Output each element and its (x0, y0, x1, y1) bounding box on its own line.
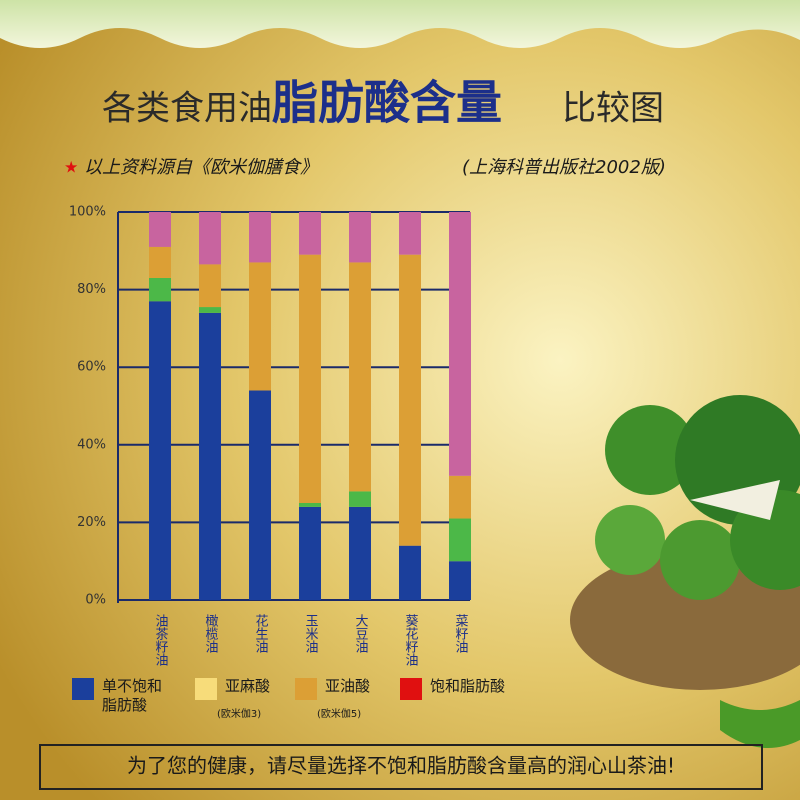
legend-label: 亚麻酸 (225, 677, 271, 695)
bar-segment (299, 506, 321, 600)
star-icon: ★ (64, 158, 78, 177)
footer-box (39, 744, 763, 790)
title-emphasis: 脂肪酸含量 (272, 76, 502, 130)
source: 以上资料源自《欧米伽膳食》 (84, 157, 318, 178)
bar-segment (249, 212, 271, 263)
legend-swatch (72, 678, 94, 700)
bar-segment (199, 307, 221, 313)
bar-segment (449, 475, 471, 519)
x-tick-label: 油茶籽油 (153, 614, 169, 666)
y-tick-label: 40% (77, 437, 106, 452)
x-tick-label: 菜籽油 (453, 614, 469, 653)
bar-segment (449, 518, 471, 562)
legend-label: 单不饱和脂肪酸 (102, 677, 163, 714)
y-tick-label: 0% (85, 593, 106, 608)
legend-label: 亚油酸 (325, 677, 371, 695)
bar-segment (149, 212, 171, 247)
y-tick-label: 100% (69, 205, 106, 220)
bar-segment (299, 212, 321, 255)
x-tick-label: 大豆油 (353, 614, 369, 653)
bar-segment (199, 212, 221, 265)
wave-band (0, 0, 800, 48)
bar-segment (199, 264, 221, 308)
y-tick-label: 20% (77, 515, 106, 530)
legend-swatch (400, 678, 422, 700)
legend-note: (欧米伽5) (317, 709, 362, 720)
bar-segment (399, 212, 421, 255)
title-prefix: 各类食用油 (102, 89, 272, 129)
bar-segment (299, 503, 321, 507)
bar-segment (199, 312, 221, 600)
bar-segment (449, 212, 471, 476)
bar-segment (349, 491, 371, 507)
legend-swatch (195, 678, 217, 700)
bar-segment (449, 561, 471, 600)
x-tick-label: 花生油 (253, 613, 269, 653)
title-suffix: 比较图 (562, 89, 664, 129)
x-tick-label: 葵花籽油 (403, 614, 419, 666)
y-tick-label: 80% (77, 282, 106, 297)
bar-segment (349, 262, 371, 492)
legend-swatch (295, 678, 317, 700)
legend-label: 饱和脂肪酸 (430, 677, 506, 695)
bar-segment (399, 545, 421, 600)
bar-segment (149, 301, 171, 600)
publisher: (上海科普出版社2002版) (462, 157, 666, 178)
bar-segment (399, 254, 421, 546)
legend-note: (欧米伽3) (217, 709, 262, 720)
footer: 为了您的健康，请尽量选择不饱和脂肪酸含量高的润心山茶油! (127, 754, 675, 778)
bar-segment (349, 506, 371, 600)
vegetables (570, 395, 800, 748)
bar-segment (249, 390, 271, 600)
bar-segment (349, 212, 371, 263)
x-tick-label: 玉米油 (303, 614, 319, 653)
y-tick-label: 60% (77, 360, 106, 375)
bar-segment (299, 254, 321, 503)
x-tick-label: 橄榄油 (203, 614, 219, 653)
bar-segment (249, 262, 271, 391)
bar-segment (149, 277, 171, 302)
bar-segment (149, 246, 171, 278)
